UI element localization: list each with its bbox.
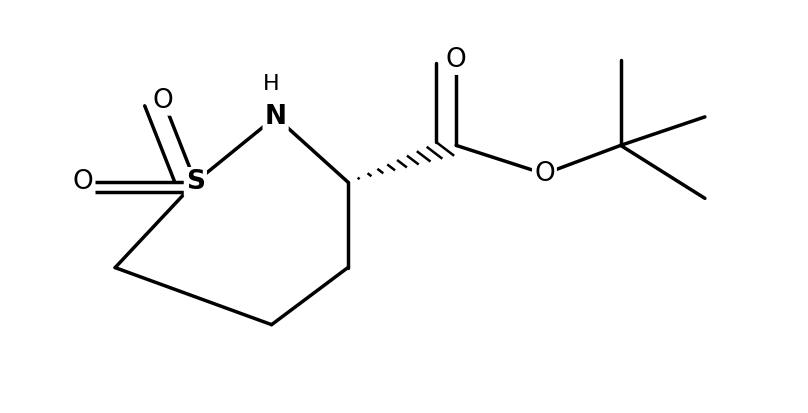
Text: O: O <box>73 169 94 195</box>
Text: O: O <box>446 47 466 73</box>
Text: N: N <box>264 104 287 130</box>
Text: O: O <box>153 88 174 114</box>
Text: H: H <box>263 74 280 94</box>
Text: O: O <box>534 161 555 187</box>
Text: S: S <box>186 169 205 195</box>
